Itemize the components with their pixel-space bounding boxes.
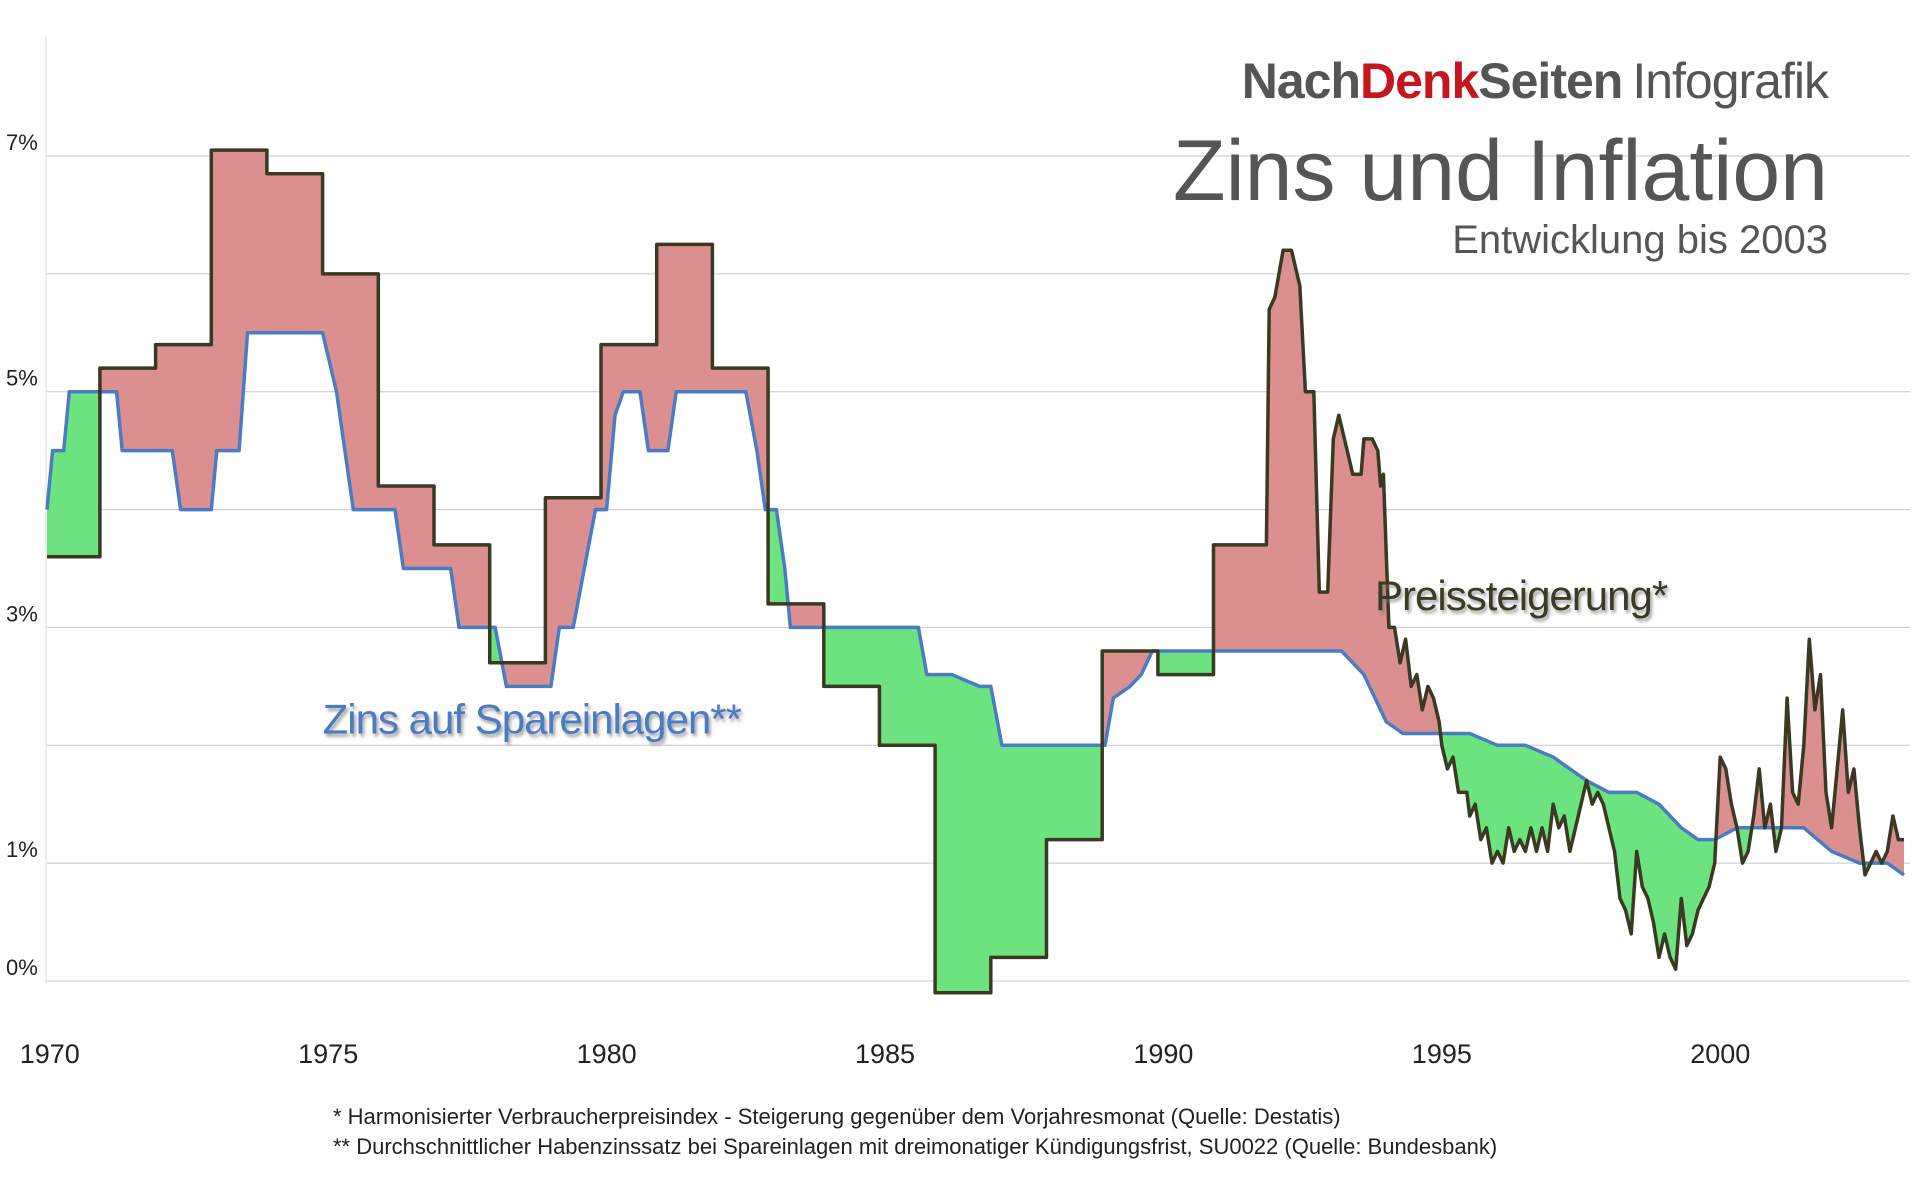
x-tick-label: 1995: [1412, 1039, 1472, 1069]
footnote-inflation: * Harmonisierter Verbraucherpreisindex -…: [333, 1104, 1341, 1129]
x-tick-label: 1990: [1133, 1039, 1193, 1069]
inflation-excess-area-9: [1213, 250, 1441, 736]
y-tick-label: 1%: [6, 837, 38, 862]
inflation-excess-area-1: [100, 150, 490, 663]
brand-nach: Nach: [1241, 53, 1361, 109]
x-tick-label: 2000: [1690, 1039, 1750, 1069]
x-tick-label: 1970: [20, 1039, 80, 1069]
axis-tick-labels: 0% 1% 3% 5% 7% 1970 1975 1980 1985 1990 1995 2000: [6, 130, 1750, 1069]
annotation-zins: Zins auf Spareinlagen**: [323, 696, 742, 743]
x-tick-label: 1980: [577, 1039, 637, 1069]
y-tick-label: 0%: [6, 955, 38, 980]
brand-seiten: Seiten: [1478, 53, 1623, 109]
inflation-excess-area-5: [788, 603, 824, 687]
footnote-interest: ** Durchschnittlicher Habenzinssatz bei …: [333, 1134, 1498, 1159]
chart-title: Zins und Inflation: [1173, 123, 1828, 219]
interest-excess-area-12: [1586, 780, 1717, 970]
brand-logo: NachDenkSeiten Infografik: [1241, 53, 1829, 109]
series-lines: [45, 148, 1906, 995]
interest-excess-area-0: [47, 368, 101, 557]
series-annotations: Preissteigerung* Zins auf Spareinlagen**: [323, 572, 1669, 743]
brand-denk: Denk: [1360, 53, 1479, 109]
interest-excess-area-8: [1158, 544, 1214, 675]
interest-excess-area-4: [768, 509, 789, 604]
interest-excess-area-14: [1737, 826, 1752, 864]
inflation-line: [47, 148, 1904, 995]
interest-rate-line: [45, 331, 1906, 877]
x-tick-label: 1975: [298, 1039, 358, 1069]
interest-excess-area-10: [1440, 733, 1587, 864]
y-tick-label: 7%: [6, 130, 38, 155]
inflation-excess-area-7: [1102, 651, 1159, 746]
annotation-preissteigerung: Preissteigerung*: [1375, 572, 1668, 619]
interest-excess-area-6: [824, 627, 1103, 993]
y-tick-label: 3%: [6, 601, 38, 626]
chart-subtitle: Entwicklung bis 2003: [1452, 218, 1828, 262]
inflation-excess-area-3: [502, 244, 769, 687]
x-tick-label: 1985: [855, 1039, 915, 1069]
difference-fills: [47, 150, 1904, 993]
inflation-excess-area-13: [1716, 757, 1738, 839]
y-tick-label: 5%: [6, 366, 38, 391]
brand-suffix: Infografik: [1632, 53, 1829, 109]
